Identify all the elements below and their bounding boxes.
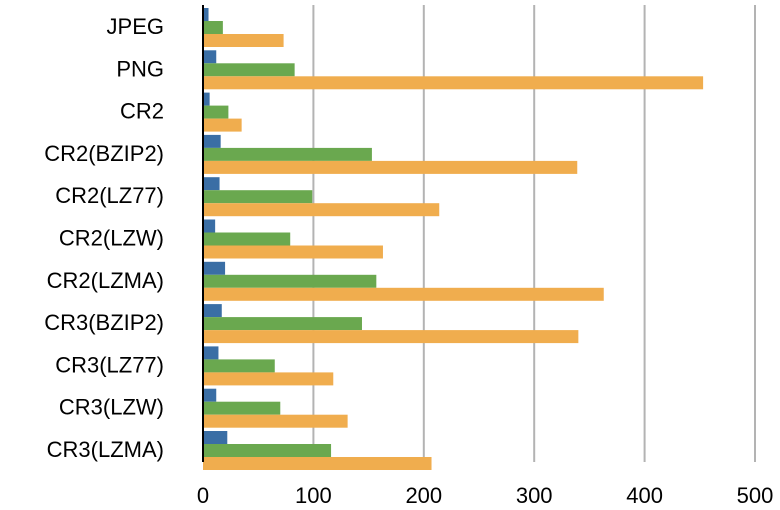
category-label: CR2(LZW) <box>59 226 164 251</box>
category-label: JPEG <box>107 14 164 39</box>
bar <box>203 274 377 288</box>
category-label: PNG <box>116 56 164 81</box>
bar <box>203 431 228 444</box>
category-label: CR2(LZMA) <box>47 268 164 293</box>
bar <box>203 330 579 344</box>
bar <box>203 372 334 386</box>
x-tick-label: 300 <box>516 483 553 508</box>
bar <box>203 401 281 415</box>
x-tick-label: 400 <box>626 483 663 508</box>
category-label: CR3(LZ77) <box>55 352 164 377</box>
bar <box>203 92 210 106</box>
category-label: CR2(LZ77) <box>55 183 164 208</box>
bar <box>203 147 372 161</box>
bar <box>203 414 348 428</box>
bar <box>203 388 217 402</box>
category-label: CR3(LZW) <box>59 395 164 420</box>
bar <box>203 261 226 275</box>
bars <box>203 8 704 470</box>
category-label: CR3(LZMA) <box>47 437 164 462</box>
bar <box>203 63 295 77</box>
x-tick-label: 100 <box>295 483 332 508</box>
bar <box>203 287 604 301</box>
bar <box>203 8 209 21</box>
bar <box>203 219 216 233</box>
x-tick-label: 200 <box>405 483 442 508</box>
category-label: CR2(BZIP2) <box>44 141 164 166</box>
bar <box>203 160 578 174</box>
bar <box>203 76 704 90</box>
bar <box>203 457 432 470</box>
bar <box>203 50 217 64</box>
x-tick-labels: 0 100 200 300 400 500 <box>197 483 773 508</box>
bar <box>203 346 219 360</box>
bar <box>203 232 291 246</box>
bar <box>203 444 332 457</box>
bar <box>203 134 221 148</box>
bar <box>203 203 440 217</box>
category-label: CR2 <box>120 99 164 124</box>
bar <box>203 105 229 119</box>
bar <box>203 317 362 331</box>
bar <box>203 245 383 259</box>
x-tick-label: 0 <box>197 483 209 508</box>
bar <box>203 359 275 373</box>
bar <box>203 190 313 204</box>
bar <box>203 118 242 132</box>
category-labels: JPEG PNG CR2 CR2(BZIP2) CR2(LZ77) CR2(LZW) CR2… <box>44 14 164 462</box>
bar <box>203 21 223 34</box>
bar <box>203 34 284 47</box>
bar <box>203 304 222 318</box>
grid-lines <box>312 5 756 462</box>
bar <box>203 177 220 191</box>
category-label: CR3(BZIP2) <box>44 310 164 335</box>
x-tick-label: 500 <box>737 483 774 508</box>
